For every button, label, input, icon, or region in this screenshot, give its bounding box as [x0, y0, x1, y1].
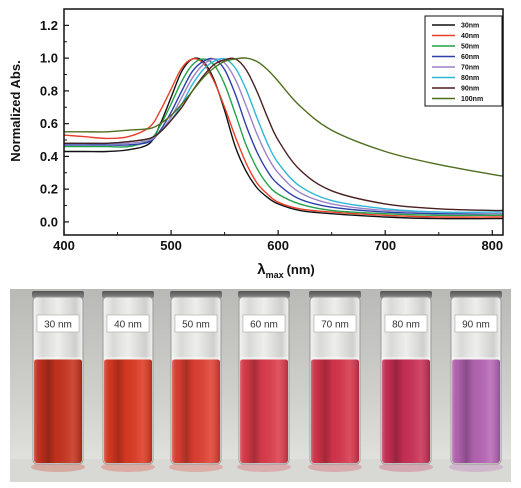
vial-liquid-shading	[34, 359, 82, 463]
legend: 30nm 40nm 50nm 60nm 70nm 80nm 90nm 100nm	[424, 15, 503, 107]
absorbance-chart: 400 500 600 700 800 0.0 0.2 0.4 0.6 0.8 1.0 1.2 Nor…	[8, 8, 504, 280]
vial-label-tag	[454, 314, 498, 333]
vial-2: 40 nm	[101, 291, 155, 472]
vial-label: 60 nm	[250, 320, 278, 331]
series-line-70nm	[64, 58, 504, 215]
vial-label: 30 nm	[44, 320, 72, 331]
x-tick-label: 600	[267, 238, 289, 253]
series-line-40nm	[63, 57, 503, 218]
legend-label-40nm: 40nm	[461, 33, 479, 40]
vial-label: 50 nm	[182, 320, 210, 331]
vials: 30 nm 40 nm 50 nm 60 nm 70 nm 80 nm 90 nm	[31, 291, 503, 472]
legend-box	[424, 15, 503, 107]
vial-label-tag	[313, 314, 357, 333]
y-tick-label: 0.4	[40, 149, 59, 164]
vial-meniscus	[452, 357, 500, 360]
photo-bench-surface	[10, 459, 511, 482]
x-tick-label: 800	[481, 238, 503, 253]
y-tick-label: 0.8	[40, 83, 58, 98]
legend-label-80nm: 80nm	[461, 75, 479, 82]
vial-6: 80 nm	[379, 291, 433, 472]
vial-liquid-shading	[240, 359, 288, 463]
vial-cap	[32, 291, 84, 298]
series-line-100nm	[64, 57, 504, 177]
vial-label-tag	[106, 314, 150, 333]
vial-liquid-shading	[104, 359, 152, 463]
y-tick-label: 1.2	[40, 18, 58, 33]
vial-cap	[102, 291, 154, 298]
vial-meniscus	[34, 357, 82, 360]
vial-label: 70 nm	[321, 320, 349, 331]
vial-liquid-shading	[311, 359, 359, 463]
vial-meniscus	[311, 357, 359, 360]
vial-cap	[238, 291, 290, 298]
vial-meniscus	[104, 357, 152, 360]
vial-3: 50 nm	[169, 291, 223, 472]
vial-1: 30 nm	[31, 291, 85, 472]
legend-label-90nm: 90nm	[461, 86, 479, 93]
series-line-90nm	[64, 57, 504, 212]
vial-liquid-shading	[382, 359, 430, 463]
legend-label-60nm: 60nm	[461, 54, 479, 61]
plot-frame	[63, 8, 504, 236]
series-line-60nm	[64, 57, 503, 215]
vial-label-tag	[242, 314, 286, 333]
y-tick-label: 0.6	[40, 116, 58, 131]
vial-meniscus	[172, 357, 220, 360]
x-axis-title: λmax (nm)	[257, 261, 315, 280]
axes: 400 500 600 700 800 0.0 0.2 0.4 0.6 0.8 1.0 1.2	[40, 18, 503, 253]
legend-label-70nm: 70nm	[461, 65, 479, 72]
vial-cap	[309, 291, 361, 298]
vial-cap	[380, 291, 432, 298]
vial-7: 90 nm	[449, 291, 503, 472]
vial-cap	[170, 291, 222, 298]
legend-label-50nm: 50nm	[461, 44, 479, 51]
vial-label-tag	[36, 314, 80, 333]
y-tick-label: 0.2	[40, 182, 58, 197]
x-tick-label: 500	[160, 238, 182, 253]
y-tick-label: 1.0	[40, 51, 58, 66]
vial-4: 60 nm	[237, 291, 291, 472]
series-line-30nm	[64, 57, 503, 220]
vial-cap	[450, 291, 502, 298]
vial-meniscus	[240, 357, 288, 360]
y-axis-title: Normalized Abs.	[8, 60, 23, 161]
vial-liquid-shading	[452, 359, 500, 463]
nanoparticle-vials-photo: 30 nm 40 nm 50 nm 60 nm 70 nm 80 nm 90 nm	[10, 289, 511, 482]
vial-label: 90 nm	[462, 320, 490, 331]
y-tick-label: 0.0	[40, 214, 58, 229]
x-tick-label: 400	[53, 238, 75, 253]
x-tick-label: 700	[374, 238, 396, 253]
legend-label-100nm: 100nm	[461, 96, 483, 103]
x-axis-title-unit: (nm)	[287, 262, 315, 277]
vial-label: 40 nm	[114, 320, 142, 331]
vial-meniscus	[382, 357, 430, 360]
vial-label-tag	[384, 314, 428, 333]
series-lines	[63, 57, 504, 220]
vial-liquid-shading	[172, 359, 220, 463]
x-axis-title-symbol: λ	[257, 261, 266, 278]
legend-label-30nm: 30nm	[461, 23, 479, 30]
x-axis-title-subscript: max	[266, 270, 284, 280]
vial-label: 80 nm	[392, 320, 420, 331]
vial-5: 70 nm	[308, 291, 362, 472]
vial-label-tag	[174, 314, 218, 333]
